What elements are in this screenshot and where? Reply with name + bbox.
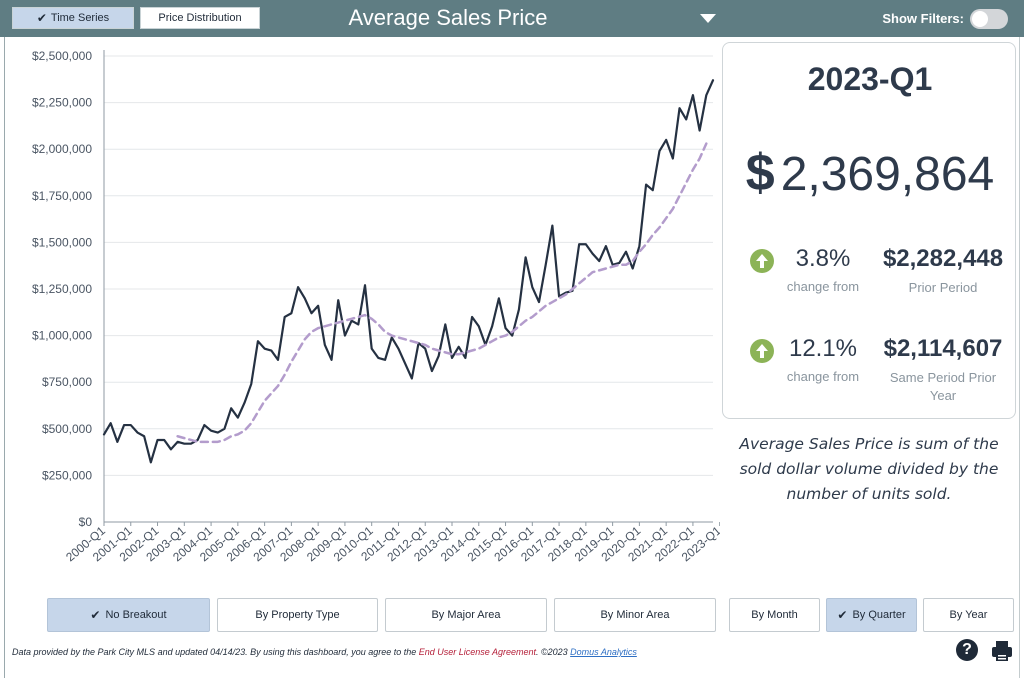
show-filters-label: Show Filters:: [882, 11, 964, 26]
footer-disclaimer: Data provided by the Park City MLS and u…: [12, 647, 637, 657]
by-property-type-button[interactable]: By Property Type: [217, 598, 378, 632]
line-chart: $0 $250,000 $500,000 $750,000 $1,000,000 $1,2…: [32, 49, 720, 564]
prior-period-pct: 3.8%: [795, 245, 851, 272]
prior-year-pct-label: change from: [786, 369, 860, 384]
frame-border-right: [1019, 37, 1020, 678]
y-tick-label: $1,000,000: [32, 329, 92, 343]
series-line-moving-average: [176, 142, 708, 444]
by-major-area-label: By Major Area: [431, 609, 501, 621]
print-icon[interactable]: [990, 639, 1014, 663]
footer-text: Data provided by the Park City MLS and u…: [12, 647, 419, 657]
y-tick-label: $750,000: [42, 375, 92, 389]
comparison-prior-year: 12.1% change from $2,114,607 Same Period…: [723, 331, 1017, 403]
page-title: Average Sales Price: [348, 5, 548, 30]
arrow-up-circle-icon: [750, 339, 774, 363]
prior-year-pct: 12.1%: [788, 335, 858, 362]
tab-price-distribution[interactable]: Price Distribution: [140, 7, 260, 29]
show-filters-toggle[interactable]: [970, 9, 1008, 29]
by-year-button[interactable]: By Year: [923, 598, 1014, 632]
frame-border-left: [4, 37, 5, 678]
prior-year-amount-label: Same Period Prior Year: [889, 370, 997, 403]
series-line-average-price: [102, 79, 715, 464]
y-tick-label: $2,250,000: [32, 96, 92, 110]
by-year-label: By Year: [949, 609, 988, 621]
by-month-button[interactable]: By Month: [729, 598, 820, 632]
prior-period-amount: $2,282,448: [882, 245, 1004, 272]
y-tick-label: $250,000: [42, 468, 92, 482]
footer-copyright: . ©2023: [536, 647, 571, 657]
by-minor-area-button[interactable]: By Minor Area: [554, 598, 716, 632]
prior-year-amount: $2,114,607: [883, 335, 1003, 362]
y-tick-label: $2,000,000: [32, 142, 92, 156]
arrow-up-circle-icon: [750, 249, 774, 273]
tab-price-distribution-label: Price Distribution: [158, 12, 242, 24]
chevron-down-icon[interactable]: [700, 14, 716, 23]
y-tick-label: $2,500,000: [32, 49, 92, 63]
metric-description: Average Sales Price is sum of the sold d…: [739, 435, 999, 503]
y-tick-label: $0: [79, 515, 93, 529]
help-icon[interactable]: ?: [956, 639, 978, 661]
no-breakout-label: No Breakout: [105, 609, 167, 621]
currency-symbol: $: [745, 144, 775, 202]
prior-period-amount-label: Prior Period: [908, 280, 978, 295]
header-bar: ✔ Time Series Price Distribution Average…: [0, 0, 1024, 37]
brand-link[interactable]: Domus Analytics: [570, 647, 637, 657]
no-breakout-button[interactable]: ✔ No Breakout: [47, 598, 210, 632]
check-icon: ✔: [837, 608, 848, 622]
prior-period-pct-label: change from: [786, 279, 860, 294]
tab-time-series-label: Time Series: [50, 12, 110, 24]
tab-time-series[interactable]: ✔ Time Series: [12, 7, 134, 29]
summary-card: 2023-Q1 $2,369,864 3.8% change from $2,2…: [722, 42, 1016, 419]
by-minor-area-label: By Minor Area: [600, 609, 670, 621]
by-property-type-label: By Property Type: [255, 609, 340, 621]
by-major-area-button[interactable]: By Major Area: [385, 598, 547, 632]
by-quarter-label: By Quarter: [852, 609, 906, 621]
y-tick-label: $500,000: [42, 422, 92, 436]
by-month-label: By Month: [751, 609, 798, 621]
y-tick-label: $1,500,000: [32, 235, 92, 249]
eula-link[interactable]: End User License Agreement: [418, 647, 536, 657]
y-tick-label: $1,250,000: [32, 282, 92, 296]
current-value: $2,369,864: [723, 143, 1017, 203]
toggle-knob: [972, 11, 988, 27]
check-icon: ✔: [90, 608, 101, 622]
comparison-prior-period: 3.8% change from $2,282,448 Prior Period: [723, 241, 1017, 301]
period-label: 2023-Q1: [807, 61, 933, 97]
y-tick-label: $1,750,000: [32, 189, 92, 203]
check-icon: ✔: [36, 11, 47, 25]
by-quarter-button[interactable]: ✔ By Quarter: [826, 598, 917, 632]
current-value-number: 2,369,864: [780, 148, 995, 201]
